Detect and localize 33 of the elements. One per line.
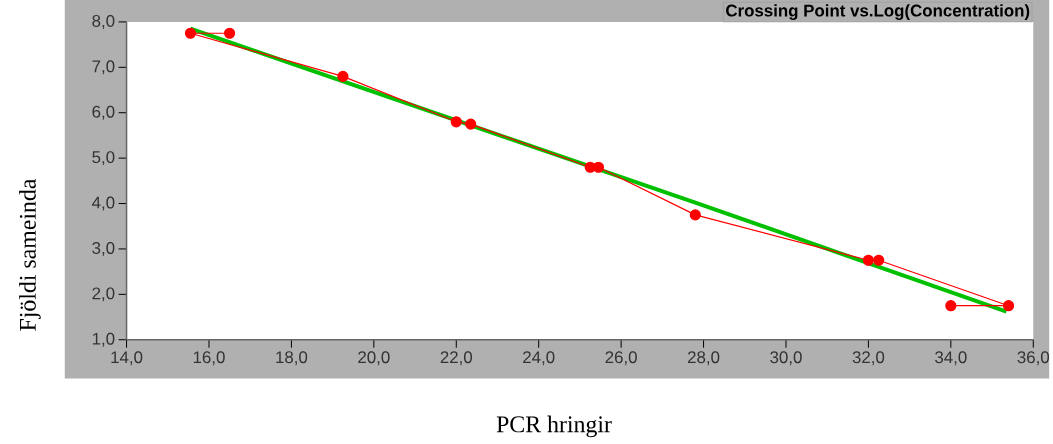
y-tick-label: 2,0	[92, 287, 115, 302]
chart-title: Crossing Point vs.Log(Concentration)	[726, 3, 1030, 20]
x-tick-label: 22,0	[440, 351, 473, 365]
point	[224, 27, 236, 39]
point	[337, 70, 349, 82]
x-tick-label: 16,0	[193, 351, 225, 365]
y-tick-label: 6,0	[92, 105, 115, 120]
point	[862, 254, 874, 266]
x-tick-label: 24,0	[523, 351, 555, 365]
x-tick-label: 18,0	[276, 351, 308, 365]
y-tick-label: 7,0	[92, 60, 115, 75]
x-tick-label: 28,0	[687, 351, 720, 365]
point	[945, 299, 957, 312]
point	[184, 27, 197, 39]
x-tick-label: 32,0	[852, 351, 885, 365]
y-axis-title: Fjöldi sameinda	[19, 178, 41, 331]
point	[689, 209, 701, 221]
point	[465, 118, 477, 130]
x-tick-label: 30,0	[770, 351, 802, 365]
point	[1002, 299, 1015, 312]
point	[873, 254, 885, 266]
x-tick-label: 26,0	[605, 351, 637, 365]
y-tick-label: 3,0	[92, 241, 115, 256]
x-tick-label: 14,0	[111, 351, 143, 365]
y-tick-label: 4,0	[92, 196, 115, 211]
y-tick-label: 8,0	[92, 14, 115, 29]
x-tick-label: 34,0	[935, 351, 967, 365]
y-tick-label: 5,0	[92, 150, 115, 165]
point	[450, 116, 462, 128]
x-tick-label: 36,0	[1017, 351, 1050, 365]
y-tick-label: 1,0	[92, 332, 115, 347]
x-axis-title: PCR hringir	[496, 415, 612, 438]
x-tick-label: 20,0	[358, 351, 390, 365]
